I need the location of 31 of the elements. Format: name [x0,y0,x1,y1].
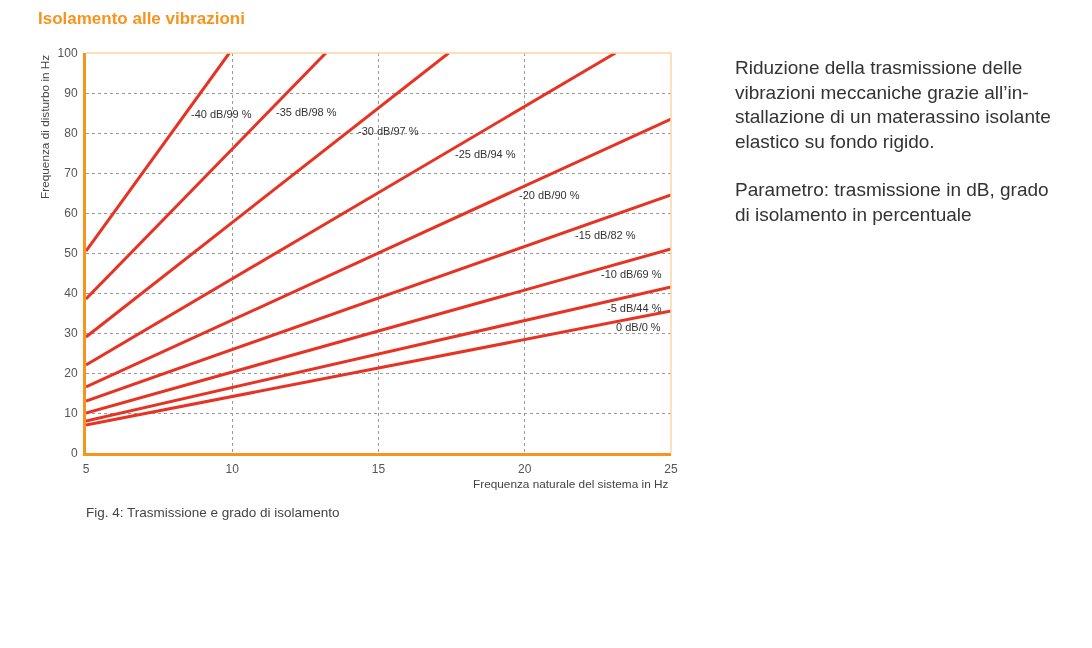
y-tick-label: 100 [57,46,78,61]
y-tick-label: 10 [64,406,78,421]
y-tick-label: 20 [64,366,78,381]
caption: Fig. 4: Trasmissione e grado di isolamento [86,505,340,520]
annotation: -15 dB/82 % [575,229,636,241]
y-tick-label: 40 [64,286,78,301]
x-axis-title: Frequenza naturale del sistema in Hz [473,477,669,491]
annotation: -20 dB/90 % [519,189,580,201]
annotation: -10 dB/69 % [601,268,662,280]
annotation: -30 dB/97 % [358,125,419,137]
x-tick-label: 25 [664,462,678,477]
y-tick-label: 30 [64,326,78,341]
y-tick-label: 90 [64,86,78,101]
annotation: 0 dB/0 % [616,321,661,333]
y-axis-title: Frequenza di disturbo in Hz [38,54,52,199]
y-tick-label: 50 [64,246,78,261]
text: Parametro: trasmissione in dB, grado di isolamento in percentuale [735,179,1049,225]
annotation: -40 dB/99 % [191,108,252,120]
annotation: -25 dB/94 % [455,148,516,160]
annotation: -5 dB/44 % [607,302,662,314]
y-tick-label: 80 [64,126,78,141]
y-tick-label: 0 [70,446,78,461]
annotation: -35 dB/98 % [276,106,337,118]
y-tick-label: 70 [64,166,78,181]
x-tick-label: 5 [82,462,90,477]
x-tick-label: 15 [371,462,386,477]
x-tick-label: 10 [225,462,240,477]
chart-title: Isolamento alle vibrazioni [38,8,245,28]
text: Riduzione della trasmissione delle vibrazioni meccaniche grazie all’in- stallazione di un materassino isolante elastico su fondo rigido. [735,57,1051,153]
x-tick-label: 20 [518,462,532,477]
y-tick-label: 60 [64,206,78,221]
